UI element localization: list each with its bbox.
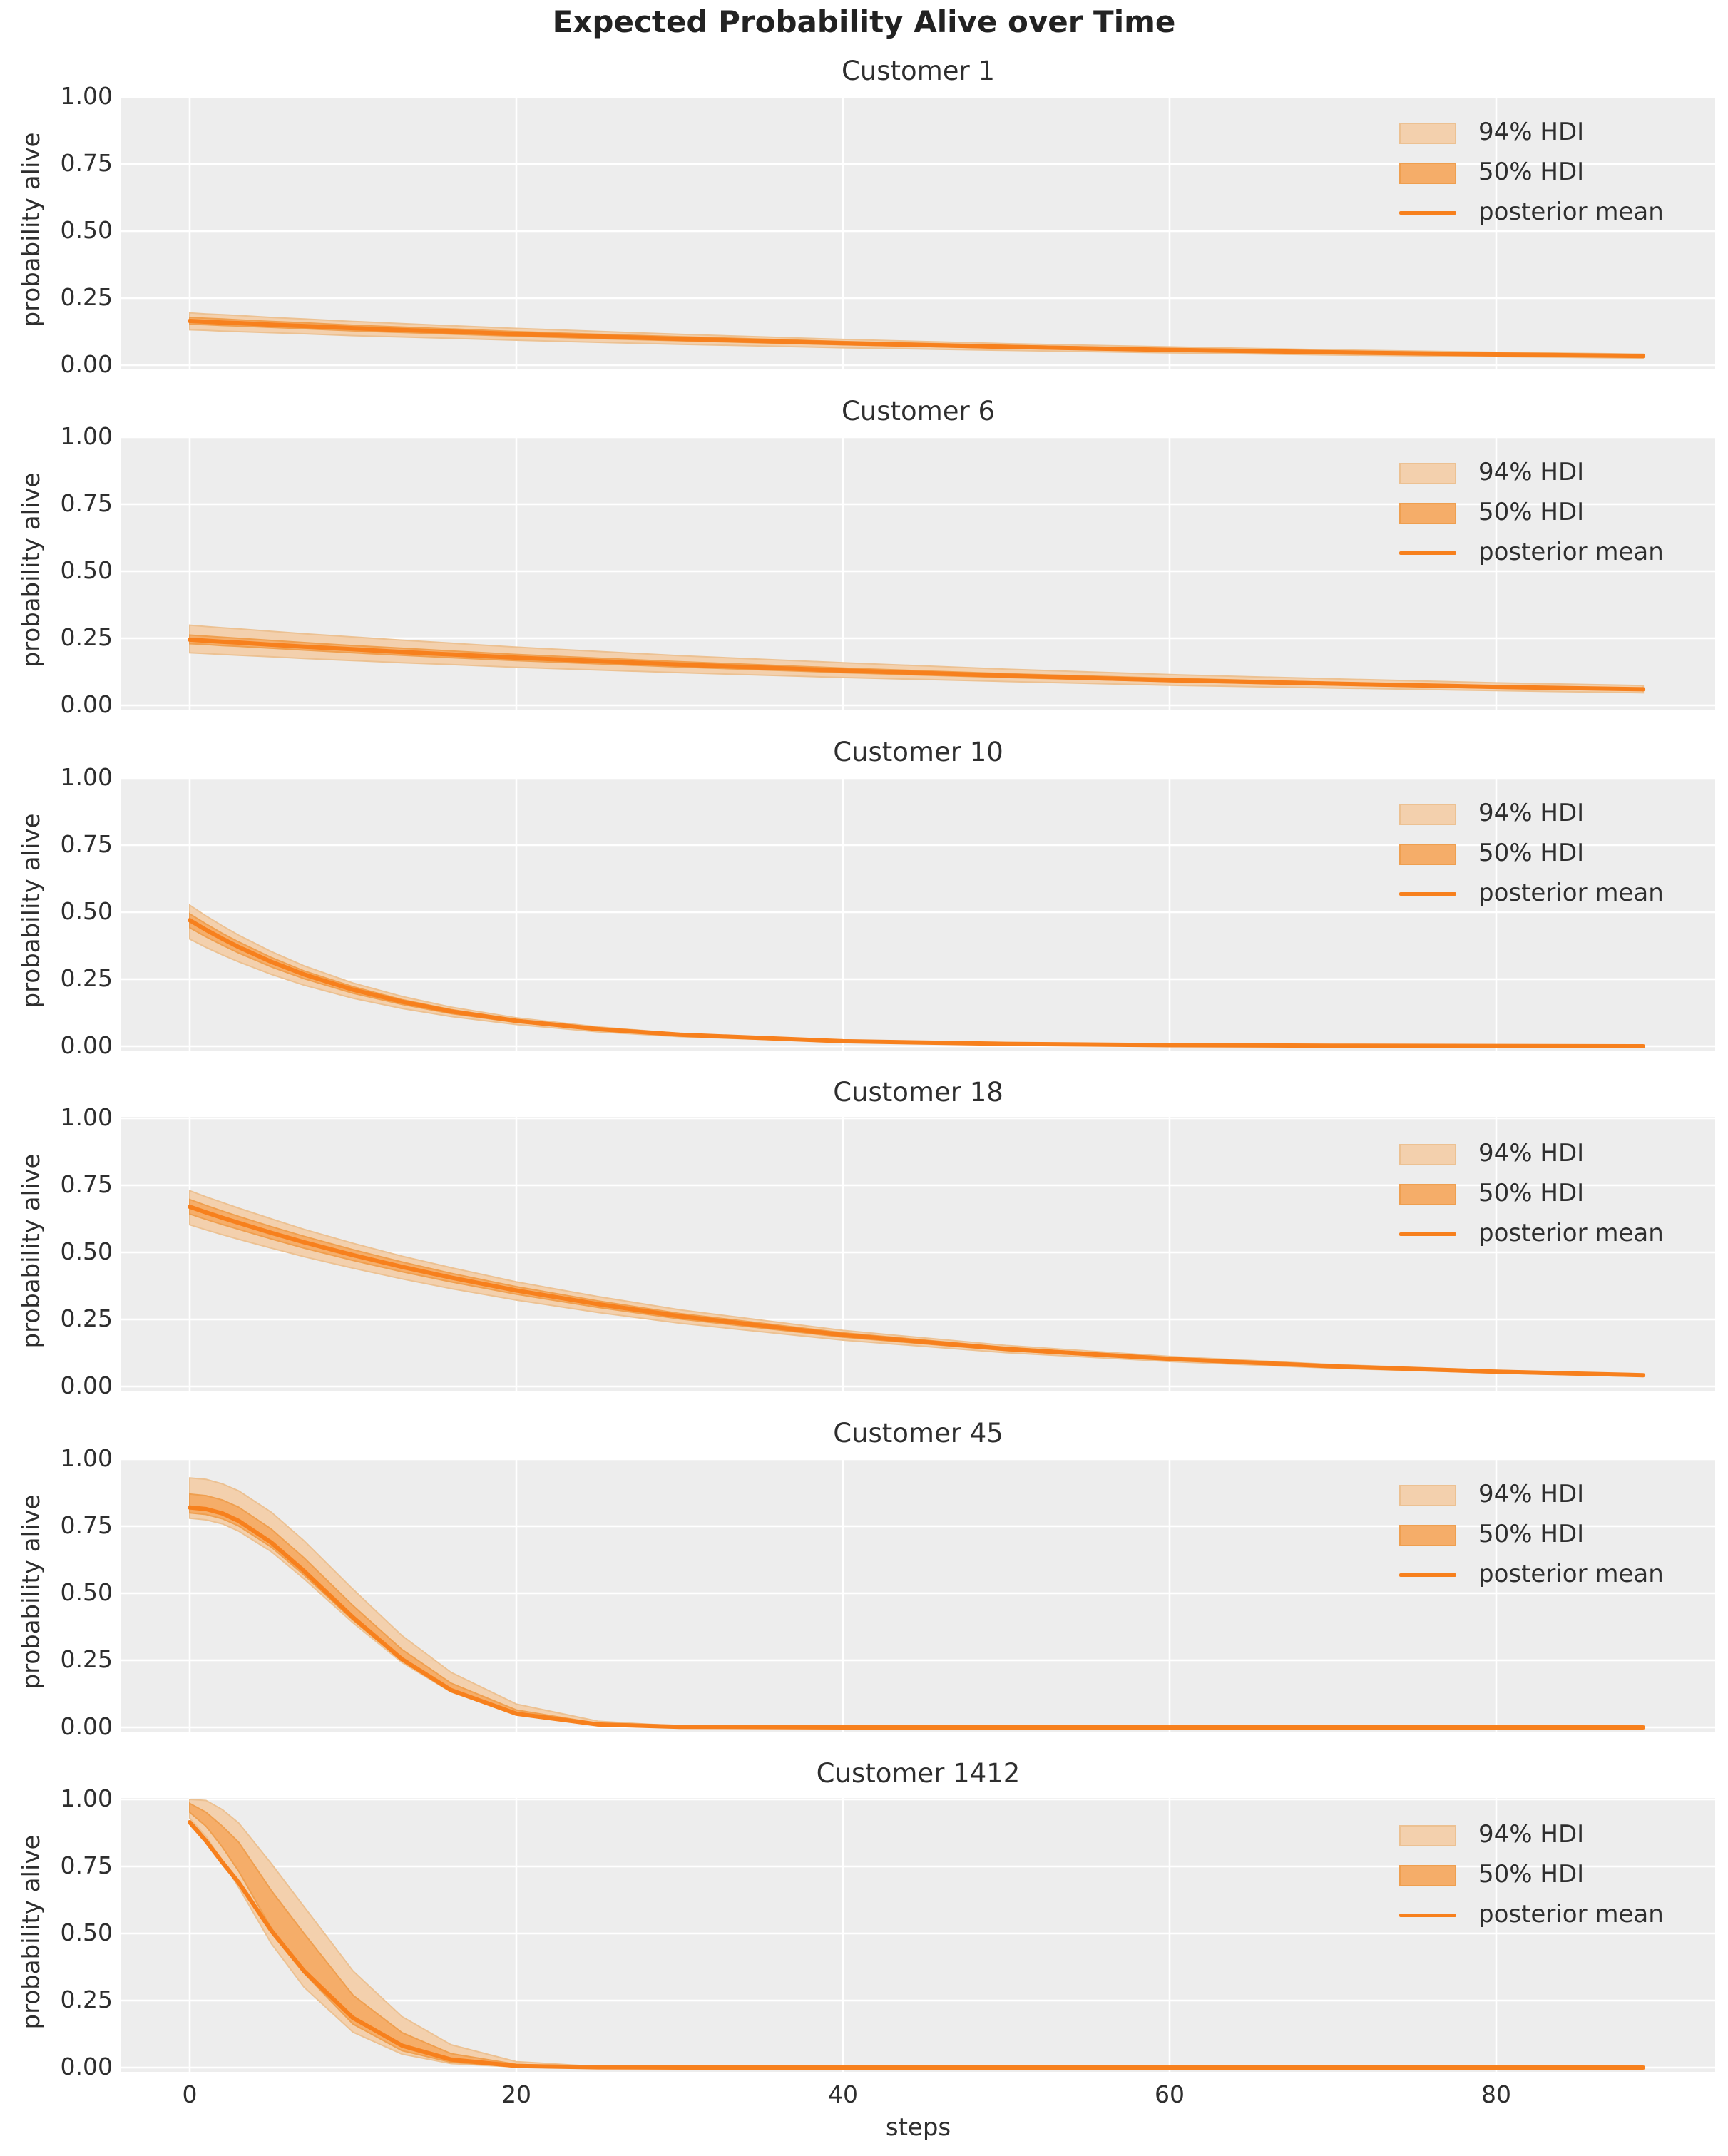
x-axis-tick-label: 40	[828, 2080, 858, 2108]
subplot-5-y-axis-tick-label: 0.00	[60, 1712, 113, 1740]
subplot-2-title: Customer 6	[841, 396, 996, 426]
subplot-2-y-axis-tick-label: 0.75	[60, 489, 113, 517]
subplot-4-y-axis-tick-label: 0.25	[60, 1304, 113, 1332]
subplot-3-y-axis-tick-label: 0.25	[60, 964, 113, 992]
figure-title: Expected Probability Alive over Time	[552, 4, 1176, 39]
subplot-2-legend-swatch-94hdi	[1399, 463, 1456, 484]
subplot-4-y-axis-tick-label: 0.75	[60, 1170, 113, 1198]
subplot-6-y-axis-tick-label: 0.00	[60, 2053, 113, 2080]
subplot-3-y-axis-tick-label: 0.75	[60, 830, 113, 858]
subplot-3-legend-label-50hdi: 50% HDI	[1478, 839, 1585, 867]
subplot-4-y-axis-tick-label: 0.50	[60, 1237, 113, 1265]
subplot-5-y-axis-label: probability alive	[17, 1494, 46, 1690]
subplot-6-posterior-mean-line	[188, 1820, 1646, 2070]
subplot-5-y-axis-tick-label: 0.25	[60, 1645, 113, 1673]
subplot-3-y-axis-label: probability alive	[17, 813, 46, 1008]
subplot-3-y-axis-tick-label: 1.00	[60, 763, 113, 791]
subplot-2-legend-line-sample	[1399, 551, 1456, 555]
subplot-4-posterior-mean-line	[188, 1205, 1646, 1378]
subplot-2-y-axis-tick-label: 1.00	[60, 422, 113, 450]
subplot-3-plot-area	[121, 777, 1715, 1051]
subplot-6-legend-label-94hdi: 94% HDI	[1478, 1820, 1585, 1849]
subplot-6-y-axis-label: probability alive	[17, 1834, 46, 2030]
subplot-3-legend-swatch-94hdi	[1399, 804, 1456, 825]
subplot-4-y-axis-tick-label: 1.00	[60, 1103, 113, 1131]
subplot-3-y-axis-tick-label: 0.00	[60, 1031, 113, 1059]
subplot-4-y-axis-label: probability alive	[17, 1153, 46, 1349]
subplot-1-legend-label-mean: posterior mean	[1478, 198, 1664, 226]
subplot-4-title: Customer 18	[833, 1077, 1003, 1108]
subplot-1-title: Customer 1	[841, 56, 996, 86]
subplot-4-y-axis-tick-label: 0.00	[60, 1371, 113, 1399]
subplot-4-legend-label-mean: posterior mean	[1478, 1219, 1664, 1247]
subplot-4-legend-line-sample	[1399, 1232, 1456, 1236]
subplot-5-y-axis-tick-label: 1.00	[60, 1444, 113, 1472]
subplot-6-y-axis-tick-label: 1.00	[60, 1784, 113, 1812]
subplot-4-legend-swatch-50hdi	[1399, 1184, 1456, 1205]
subplot-3-legend-swatch-50hdi	[1399, 844, 1456, 865]
subplot-2-legend-label-mean: posterior mean	[1478, 538, 1664, 566]
subplot-5-legend-line-sample	[1399, 1573, 1456, 1577]
subplot-5-legend-label-mean: posterior mean	[1478, 1560, 1664, 1588]
subplot-2-y-axis-tick-label: 0.00	[60, 690, 113, 718]
subplot-6-legend-label-50hdi: 50% HDI	[1478, 1860, 1585, 1889]
subplot-1-legend-label-50hdi: 50% HDI	[1478, 158, 1585, 186]
subplot-5-title: Customer 45	[833, 1418, 1003, 1449]
subplot-1-legend-label-94hdi: 94% HDI	[1478, 118, 1585, 146]
subplot-2-legend-swatch-50hdi	[1399, 503, 1456, 524]
subplot-1-y-axis-tick-label: 1.00	[60, 82, 113, 110]
subplot-6-legend-swatch-50hdi	[1399, 1865, 1456, 1886]
subplot-2-posterior-mean-line	[188, 637, 1646, 692]
subplot-6-legend-swatch-94hdi	[1399, 1825, 1456, 1846]
x-axis-label: steps	[885, 2113, 951, 2142]
subplot-4-legend-label-50hdi: 50% HDI	[1478, 1179, 1585, 1207]
subplot-5-y-axis-tick-label: 0.50	[60, 1578, 113, 1606]
subplot-1-y-axis-label: probability alive	[17, 132, 46, 327]
subplot-1-legend-line-sample	[1399, 211, 1456, 215]
subplot-6-title: Customer 1412	[816, 1758, 1021, 1789]
subplot-3-legend-label-94hdi: 94% HDI	[1478, 799, 1585, 827]
x-axis-tick-label: 0	[182, 2080, 198, 2108]
subplot-5-legend-label-50hdi: 50% HDI	[1478, 1520, 1585, 1548]
subplot-1-y-axis-tick-label: 0.25	[60, 283, 113, 311]
x-axis-tick-label: 80	[1481, 2080, 1511, 2108]
subplot-3-legend-line-sample	[1399, 892, 1456, 896]
subplot-3-y-axis-tick-label: 0.50	[60, 897, 113, 925]
x-axis-tick-label: 60	[1155, 2080, 1185, 2108]
subplot-6-y-axis-tick-label: 0.75	[60, 1851, 113, 1879]
subplot-2-y-axis-tick-label: 0.25	[60, 623, 113, 651]
subplot-5-legend-swatch-94hdi	[1399, 1485, 1456, 1506]
subplot-4-legend-swatch-94hdi	[1399, 1144, 1456, 1165]
x-axis-tick-label: 20	[501, 2080, 531, 2108]
subplot-1-legend-swatch-94hdi	[1399, 123, 1456, 144]
subplot-1-y-axis-tick-label: 0.50	[60, 216, 113, 244]
subplot-6-y-axis-tick-label: 0.50	[60, 1919, 113, 1946]
subplot-2-legend-label-50hdi: 50% HDI	[1478, 498, 1585, 526]
subplot-5-legend-label-94hdi: 94% HDI	[1478, 1480, 1585, 1508]
subplot-5-y-axis-tick-label: 0.75	[60, 1511, 113, 1539]
subplot-3-title: Customer 10	[833, 737, 1003, 767]
subplot-2-y-axis-label: probability alive	[17, 472, 46, 668]
subplot-2-y-axis-tick-label: 0.50	[60, 556, 113, 584]
subplot-6-legend-line-sample	[1399, 1914, 1456, 1917]
subplot-6-y-axis-tick-label: 0.25	[60, 1986, 113, 2013]
subplot-4-legend-label-94hdi: 94% HDI	[1478, 1139, 1585, 1168]
subplot-1-y-axis-tick-label: 0.75	[60, 149, 113, 177]
subplot-5-legend-swatch-50hdi	[1399, 1525, 1456, 1546]
subplot-1-posterior-mean-line	[188, 319, 1646, 359]
subplot-1-legend-swatch-50hdi	[1399, 163, 1456, 184]
subplot-6-legend-label-mean: posterior mean	[1478, 1900, 1664, 1928]
subplot-5-plot-area	[121, 1458, 1715, 1732]
subplot-2-legend-label-94hdi: 94% HDI	[1478, 458, 1585, 486]
subplot-3-legend-label-mean: posterior mean	[1478, 879, 1664, 907]
subplot-1-y-axis-tick-label: 0.00	[60, 350, 113, 378]
subplot-3-posterior-mean-line	[188, 918, 1646, 1048]
subplot-5-posterior-mean-line	[188, 1505, 1646, 1730]
